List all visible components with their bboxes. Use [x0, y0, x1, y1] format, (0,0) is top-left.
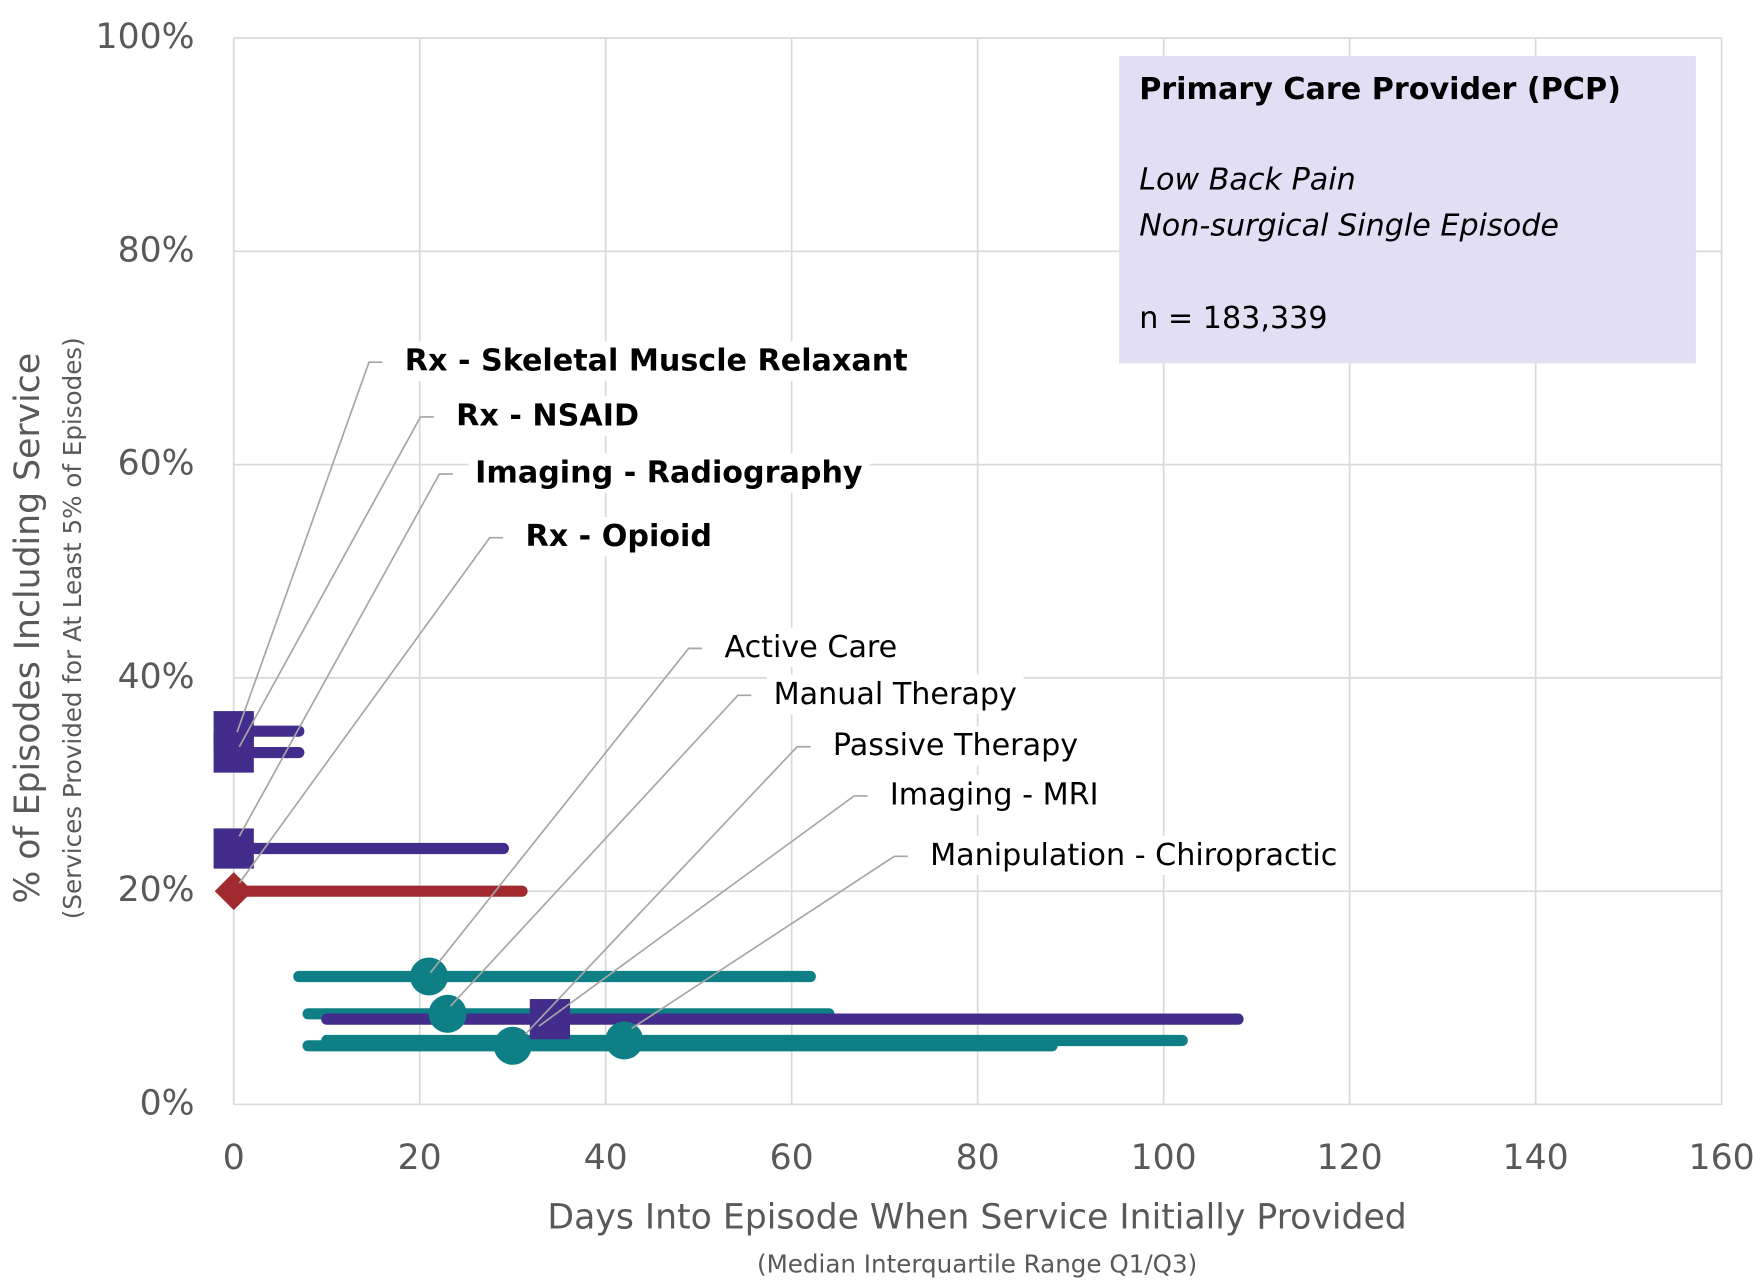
info-box [1119, 55, 1696, 364]
x-tick-label: 40 [584, 1138, 628, 1178]
series-label: Rx - NSAID [456, 398, 639, 433]
info-title: Primary Care Provider (PCP) [1139, 72, 1621, 107]
leader-line [524, 745, 811, 1035]
leader-line [238, 473, 453, 837]
series-label: Imaging - Radiography [475, 455, 863, 490]
y-tick-label: 40% [118, 657, 195, 697]
marker [214, 872, 253, 911]
leader-line [449, 694, 752, 1007]
x-axis-subtitle: (Median Interquartile Range Q1/Q3) [757, 1249, 1197, 1278]
marker [410, 957, 449, 996]
leader-line [429, 647, 703, 974]
info-line: Low Back Pain [1139, 163, 1356, 198]
leader-line [236, 361, 383, 733]
label-bg [923, 835, 1345, 876]
x-tick-label: 0 [223, 1138, 245, 1178]
y-tick-label: 100% [96, 17, 195, 57]
y-tick-label: 20% [118, 870, 195, 910]
x-tick-label: 80 [956, 1138, 1000, 1178]
label-bg [398, 341, 915, 381]
x-tick-label: 100 [1131, 1138, 1197, 1178]
series-label: Rx - Opioid [525, 519, 711, 554]
x-tick-label: 20 [398, 1138, 442, 1178]
y-axis-title: % of Episodes Including Service [8, 353, 48, 904]
label-bg [717, 627, 904, 668]
label-bg [468, 453, 870, 493]
label-bg [883, 775, 1106, 815]
label-bg [518, 516, 719, 557]
series-label: Manipulation - Chiropractic [930, 838, 1337, 873]
marker [493, 1026, 532, 1065]
y-tick-label: 0% [140, 1083, 195, 1123]
x-tick-label: 140 [1503, 1138, 1569, 1178]
info-line: Non-surgical Single Episode [1139, 208, 1559, 243]
leader-line [238, 416, 434, 748]
series-label: Passive Therapy [833, 728, 1078, 763]
leader-line [538, 795, 868, 1027]
label-bg [826, 726, 1085, 766]
series-label: Active Care [724, 630, 897, 665]
x-axis-title: Days Into Episode When Service Initially… [547, 1197, 1406, 1237]
x-tick-label: 160 [1689, 1138, 1753, 1178]
label-bg [449, 396, 646, 436]
series-label: Rx - Skeletal Muscle Relaxant [405, 344, 908, 379]
label-bg [766, 674, 1024, 715]
marker [605, 1021, 644, 1060]
leader-line [631, 855, 908, 1030]
marker [213, 828, 254, 869]
x-tick-label: 120 [1317, 1138, 1383, 1178]
marker [213, 732, 254, 773]
x-tick-label: 60 [770, 1138, 814, 1178]
y-axis-subtitle: (Services Provided for At Least 5% of Ep… [58, 337, 87, 919]
series-label: Manual Therapy [774, 677, 1017, 712]
marker [428, 994, 467, 1033]
series-label: Imaging - MRI [890, 777, 1099, 812]
y-tick-label: 60% [118, 444, 195, 484]
info-note: n = 183,339 [1139, 301, 1327, 336]
y-tick-label: 80% [118, 230, 195, 270]
leader-line [238, 536, 504, 884]
